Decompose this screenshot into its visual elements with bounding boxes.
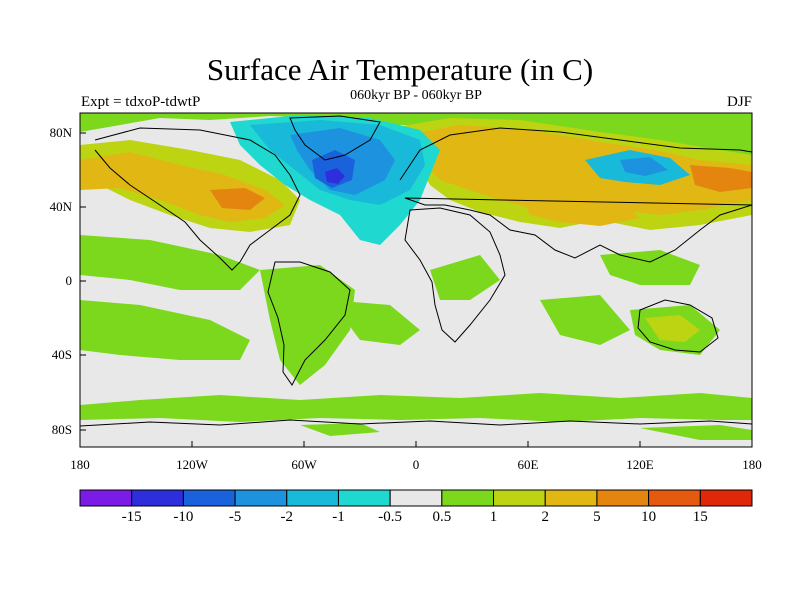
colorbar-label: -2	[280, 509, 294, 525]
warm-patch-south-pacific	[80, 300, 250, 360]
warm-patch-africa	[430, 255, 500, 300]
colorbar-label: 15	[692, 509, 708, 525]
colorbar-swatch	[389, 489, 443, 507]
colorbar-label: 10	[641, 509, 657, 525]
lat-tick-label: 0	[65, 273, 73, 288]
colorbar-swatch	[79, 489, 133, 507]
cold-region-siberia-core	[620, 157, 668, 176]
colorbar-swatch	[441, 489, 495, 507]
experiment-label: Expt = tdxoP-tdwtP	[81, 94, 201, 110]
lon-tick-label: 60E	[517, 457, 539, 472]
colorbar-swatch	[544, 489, 598, 507]
colorbar-swatch	[286, 489, 339, 507]
coast-eurasia	[399, 127, 752, 263]
colorbar-label: -1	[332, 509, 345, 525]
colorbar-swatch	[182, 489, 236, 507]
colorbar-label: 2	[541, 509, 549, 525]
lon-tick-label: 60W	[291, 457, 317, 472]
season-label: DJF	[726, 94, 752, 110]
warm-patch-antarctic-east	[640, 425, 752, 440]
colorbar-label: -0.5	[378, 509, 403, 525]
warm-patch-antarctic-coast	[300, 423, 380, 436]
lon-tick-label: 120E	[626, 457, 654, 472]
coast-antarctica	[80, 419, 752, 427]
colorbar-label: -5	[228, 509, 242, 525]
warm-patch-west-pacific	[600, 250, 700, 285]
colorbar-swatch	[493, 489, 546, 507]
lat-tick-label: 80N	[49, 125, 72, 140]
map-field	[80, 113, 752, 447]
coast-north-america	[94, 127, 301, 271]
coastlines	[80, 115, 752, 427]
cold-core-atlantic	[312, 150, 355, 188]
warm-patch-east-pacific	[80, 235, 260, 290]
colorbar-label: 1	[489, 509, 498, 525]
colorbar-label: -15	[121, 509, 142, 525]
warm-patch-indian	[540, 295, 630, 345]
coast-greenland	[289, 115, 381, 161]
warm-patch-south-atlantic	[330, 300, 420, 345]
coast-africa	[404, 207, 506, 343]
warm-spot-asia	[690, 165, 752, 192]
colorbar	[79, 489, 753, 507]
colorbar-swatch	[648, 489, 701, 507]
warm-spot-tibet	[520, 190, 640, 226]
lon-tick-label: 120W	[176, 457, 208, 472]
lon-tick-label: 0	[412, 457, 420, 472]
colorbar-swatch	[596, 489, 650, 507]
latitude-tick-marks	[80, 132, 86, 431]
longitude-tick-marks	[79, 441, 753, 447]
lat-tick-label: 40N	[49, 199, 72, 214]
colorbar-swatch	[234, 489, 288, 507]
colorbar-swatch	[337, 489, 391, 507]
cold-eye-atlantic	[325, 168, 345, 184]
colorbar-swatch	[699, 489, 753, 507]
map-title: Surface Air Temperature (in C)	[206, 52, 594, 87]
lat-tick-label: 40S	[51, 347, 72, 362]
colorbar-label: -10	[173, 509, 194, 525]
warm-patch-australia-core	[645, 315, 700, 342]
hot-spot-north-america	[210, 188, 265, 210]
coast-australia	[637, 299, 719, 353]
neutral-antarctica	[80, 418, 752, 447]
map-subtitle: 060kyr BP - 060kyr BP	[350, 88, 482, 103]
colorbar-swatch	[131, 489, 184, 507]
warm-core-eurasia	[405, 125, 752, 215]
lon-tick-label: 180	[742, 457, 762, 472]
colorbar-label: 5	[593, 509, 601, 525]
coast-south-america	[267, 261, 351, 386]
colorbar-label: 0.5	[432, 509, 452, 525]
lat-tick-label: 80S	[51, 422, 72, 437]
lon-tick-label: 180	[70, 457, 90, 472]
